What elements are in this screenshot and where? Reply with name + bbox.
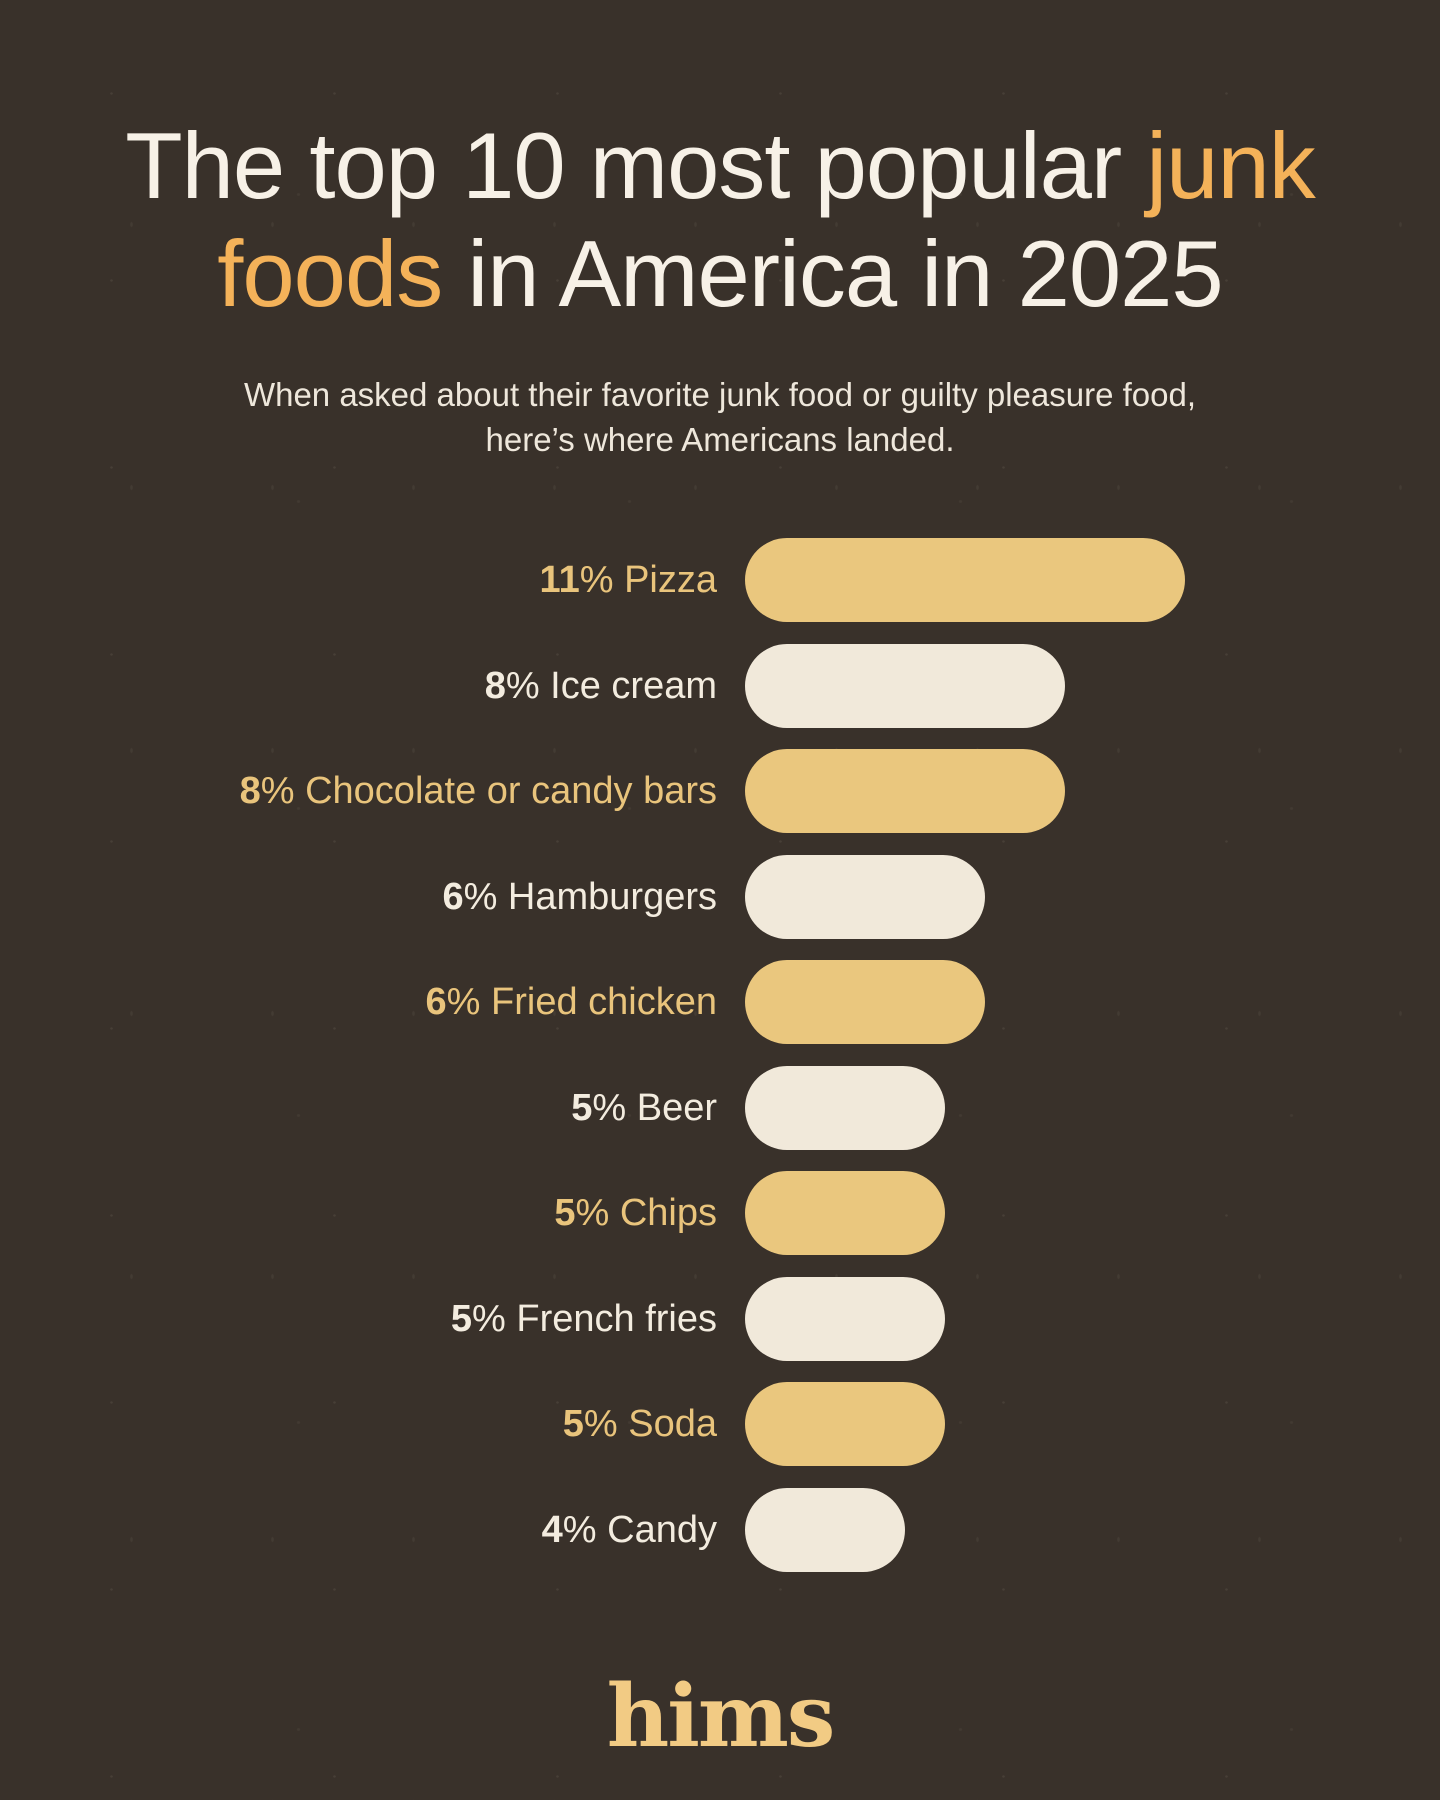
bar-row: 5% Beer <box>0 1065 1440 1150</box>
page-title: The top 10 most popular junk foods in Ame… <box>0 112 1440 328</box>
title-text: The top 10 most popular <box>125 113 1147 218</box>
bar-category: % Chips <box>575 1192 718 1234</box>
bar-category: % Beer <box>592 1086 717 1129</box>
bar-category: % Ice cream <box>505 664 717 707</box>
bar-row: 4% Candy <box>0 1487 1440 1572</box>
bar-label: 5% Soda <box>0 1382 717 1466</box>
bar-label: 11% Pizza <box>0 538 717 622</box>
bar <box>745 1065 945 1150</box>
title-line: The top 10 most popular junk <box>0 112 1440 220</box>
bar <box>745 1276 945 1361</box>
title-accent-text: junk <box>1146 113 1315 218</box>
title-text: in America in 2025 <box>442 221 1223 326</box>
bar-category: % Candy <box>562 1508 717 1551</box>
subtitle: When asked about their favorite junk foo… <box>0 372 1440 462</box>
bar-label: 8% Ice cream <box>0 644 717 728</box>
title-line: foods in America in 2025 <box>0 220 1440 328</box>
bar-category: % Soda <box>583 1403 717 1445</box>
bar-label: 4% Candy <box>0 1488 717 1572</box>
bar-value: 4 <box>541 1508 563 1551</box>
bar-value: 6 <box>442 875 464 918</box>
bar-label: 6% Fried chicken <box>0 960 717 1044</box>
bar-value: 5 <box>562 1403 584 1445</box>
bar-value: 8 <box>239 770 261 812</box>
bar-value: 11 <box>539 559 580 601</box>
bar-category: % French fries <box>472 1297 717 1340</box>
bar-category: % Fried chicken <box>446 981 717 1023</box>
subtitle-line: here’s where Americans landed. <box>485 421 955 458</box>
bar-category: % Pizza <box>579 559 717 601</box>
bar <box>745 1487 905 1572</box>
bar-row: 6% Hamburgers <box>0 854 1440 939</box>
bar-row: 5% Soda <box>0 1382 1440 1466</box>
bar <box>745 538 1185 622</box>
bar <box>745 960 985 1044</box>
bar-value: 6 <box>425 981 447 1023</box>
bar <box>745 854 985 939</box>
bar-value: 8 <box>484 664 506 707</box>
subtitle-line: When asked about their favorite junk foo… <box>243 376 1197 413</box>
bar-value: 5 <box>554 1192 576 1234</box>
bar-row: 5% French fries <box>0 1276 1440 1361</box>
bar-value: 5 <box>450 1297 473 1340</box>
bar-label: 5% French fries <box>0 1277 717 1361</box>
bar-label: 5% Chips <box>0 1171 717 1255</box>
bar-row: 8% Chocolate or candy bars <box>0 749 1440 833</box>
bar <box>745 1171 945 1255</box>
bar-value: 5 <box>571 1086 593 1129</box>
bar <box>745 1382 945 1466</box>
bar-row: 8% Ice cream <box>0 643 1440 728</box>
hims-logo: hims <box>606 1666 836 1767</box>
bar-chart: 11% Pizza 8% Ice cream 8% Chocolate or can… <box>0 538 1440 1572</box>
bar <box>745 749 1065 833</box>
bar-row: 5% Chips <box>0 1171 1440 1255</box>
bar <box>745 643 1065 728</box>
bar-row: 6% Fried chicken <box>0 960 1440 1044</box>
bar-label: 5% Beer <box>0 1066 717 1150</box>
bar-label: 6% Hamburgers <box>0 855 717 939</box>
bar-category: % Chocolate or candy bars <box>260 770 717 812</box>
bar-row: 11% Pizza <box>0 538 1440 622</box>
title-accent-text: foods <box>217 221 443 326</box>
bar-category: % Hamburgers <box>463 875 717 918</box>
bar-label: 8% Chocolate or candy bars <box>0 749 717 833</box>
